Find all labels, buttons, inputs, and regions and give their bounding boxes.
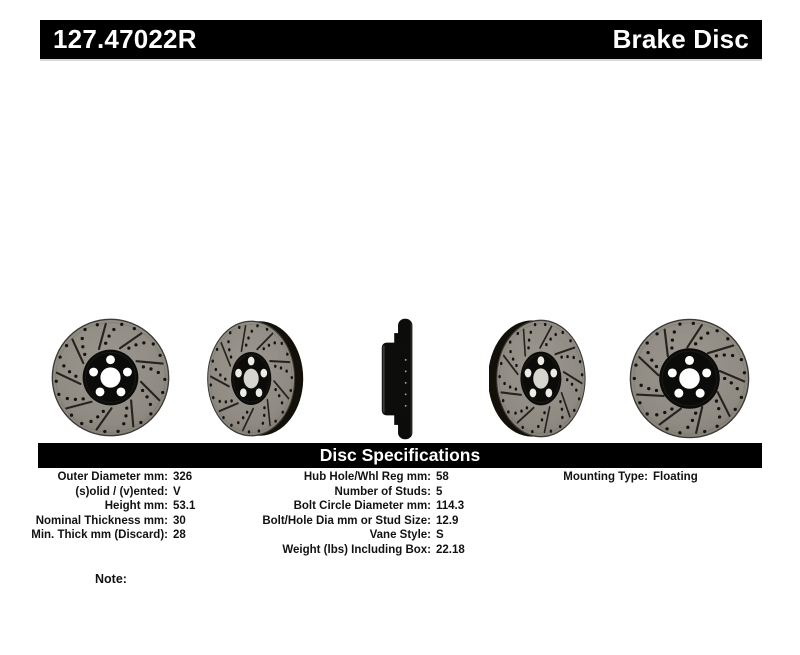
part-number: 127.47022R — [53, 24, 197, 54]
spec-label: Weight (lbs) Including Box: — [282, 543, 431, 556]
brake-disc-front-view-alt — [626, 315, 753, 442]
spec-column-right: Mounting Type: Floating — [448, 470, 698, 485]
spec-value: 58 — [436, 471, 449, 483]
spec-value: 53.1 — [173, 500, 196, 512]
spec-section-title: Disc Specifications — [319, 445, 481, 465]
spec-row-nominal-thickness: Nominal Thickness mm: 30 — [0, 514, 195, 529]
spec-row-bolt-hole-dia: Bolt/Hole Dia mm or Stud Size: 12.9 — [231, 514, 465, 529]
note-label: Note: — [95, 572, 127, 586]
spec-row-height: Height mm: 53.1 — [0, 499, 196, 514]
brake-disc-front-view — [48, 315, 173, 440]
spec-value: 28 — [173, 529, 186, 541]
spec-row-min-thickness: Min. Thick mm (Discard): 28 — [0, 528, 195, 543]
spec-label: Nominal Thickness mm: — [35, 514, 168, 527]
spec-row-solid-vented: (s)olid / (v)ented: V — [0, 485, 195, 500]
spec-label: Min. Thick mm (Discard): — [31, 529, 168, 541]
spec-row-bolt-circle: Bolt Circle Diameter mm: 114.3 — [231, 499, 465, 514]
spec-row-mounting-type: Mounting Type: Floating — [448, 470, 698, 485]
spec-row-hub-hole: Hub Hole/Whl Reg mm: 58 — [231, 470, 465, 485]
spec-row-number-of-studs: Number of Studs: 5 — [231, 485, 465, 500]
product-type-title: Brake Disc — [612, 24, 749, 54]
spec-column-left: Outer Diameter mm: 326 (s)olid / (v)ente… — [0, 470, 195, 543]
spec-value: 12.9 — [436, 514, 459, 527]
spec-value: S — [436, 529, 444, 541]
brake-disc-edge-profile-view — [377, 315, 421, 443]
spec-label: Height mm: — [104, 500, 168, 512]
spec-value: Floating — [653, 471, 698, 483]
spec-label: Bolt Circle Diameter mm: — [293, 500, 431, 512]
brake-disc-angled-left-view — [489, 316, 587, 441]
spec-label: Hub Hole/Whl Reg mm: — [303, 471, 431, 483]
spec-row-vane-style: Vane Style: S — [231, 528, 465, 543]
spec-value: 30 — [173, 514, 186, 527]
spec-section-header: Disc Specifications — [38, 443, 762, 468]
spec-value: 326 — [173, 471, 193, 483]
spec-label: Number of Studs: — [334, 485, 431, 498]
brake-disc-angled-right-view — [203, 317, 305, 440]
spec-label: Mounting Type: — [563, 471, 648, 483]
spec-value: 22.18 — [436, 543, 465, 556]
spec-label: (s)olid / (v)ented: — [75, 485, 168, 498]
spec-value: 114.3 — [436, 500, 465, 512]
spec-value: V — [173, 485, 181, 498]
spec-label: Bolt/Hole Dia mm or Stud Size: — [262, 514, 431, 527]
spec-value: 5 — [436, 485, 443, 498]
spec-row-weight: Weight (lbs) Including Box: 22.18 — [231, 543, 465, 558]
title-bar: 127.47022R Brake Disc — [40, 20, 762, 61]
spec-label: Outer Diameter mm: — [57, 471, 168, 483]
spec-row-outer-diameter: Outer Diameter mm: 326 — [0, 470, 195, 485]
spec-column-middle: Hub Hole/Whl Reg mm: 58 Number of Studs:… — [231, 470, 465, 558]
spec-label: Vane Style: — [369, 529, 431, 541]
